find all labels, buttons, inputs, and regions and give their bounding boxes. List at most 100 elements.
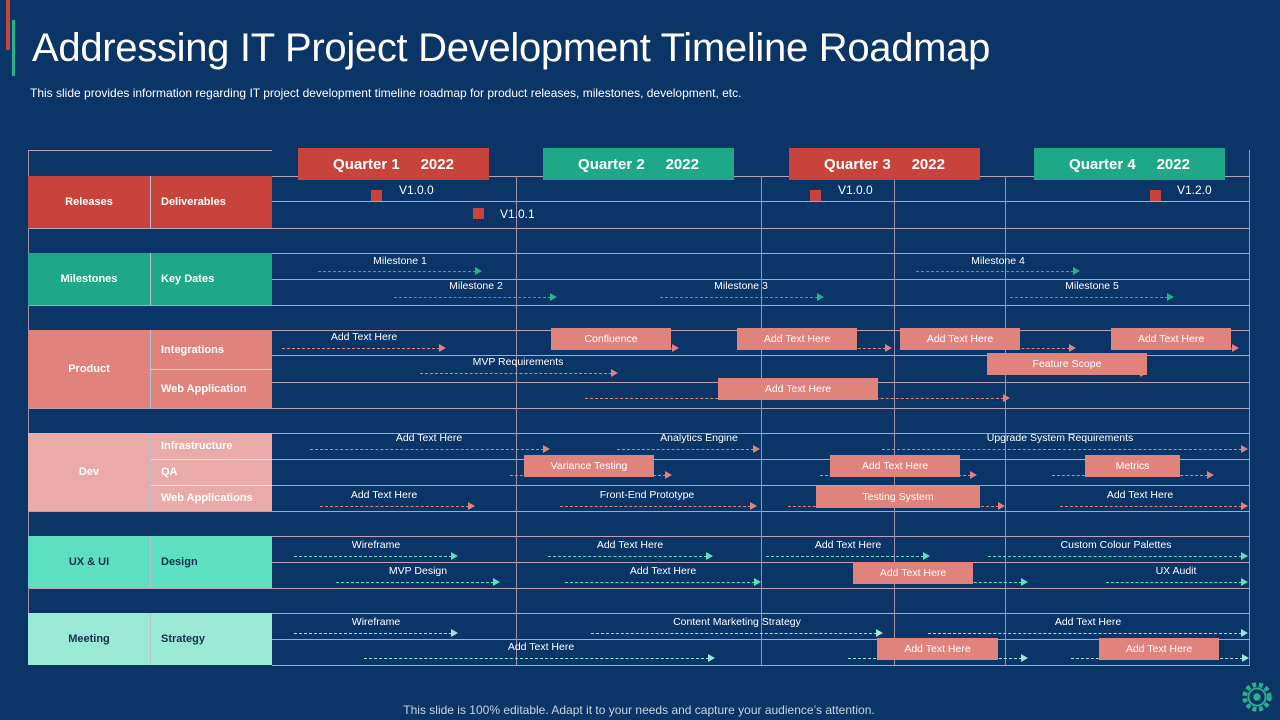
task-label: Upgrade System Requirements <box>986 432 1134 444</box>
quarter-header: Quarter 3 2022 <box>789 148 980 180</box>
task-label: Add Text Here <box>330 331 398 343</box>
category-divider <box>150 176 151 228</box>
grid-column-line <box>761 176 762 665</box>
task-arrow-head <box>754 578 761 586</box>
task-arrow-head <box>923 552 930 560</box>
task-label: Wireframe <box>351 616 401 628</box>
task-arrow-head <box>876 629 883 637</box>
task-arrow-head <box>1241 629 1248 637</box>
task-arrow-head <box>1241 502 1248 510</box>
subcategory-qa: QA <box>151 459 272 485</box>
release-marker <box>1150 190 1161 201</box>
task-box[interactable]: Feature Scope <box>987 353 1147 375</box>
category-divider <box>150 330 151 408</box>
task-arrow-head <box>706 552 713 560</box>
task-arrow-head <box>1241 552 1248 560</box>
category-divider <box>150 613 151 665</box>
task-box[interactable]: Add Text Here <box>853 562 973 584</box>
task-arrow <box>364 658 709 659</box>
subcategory-integrations: Integrations <box>151 330 272 369</box>
task-arrow <box>336 582 494 583</box>
task-box[interactable]: Add Text Here <box>830 455 960 477</box>
task-box[interactable]: Add Text Here <box>737 328 857 350</box>
task-arrow-head <box>1241 578 1248 586</box>
task-box[interactable]: Metrics <box>1085 455 1180 477</box>
task-arrow-head <box>1021 578 1028 586</box>
category-dev: Dev <box>28 433 150 511</box>
footer-note: This slide is 100% editable. Adapt it to… <box>403 703 875 717</box>
category-divider <box>150 253 151 305</box>
task-label: Add Text Here <box>596 539 664 551</box>
task-label: Content Marketing Strategy <box>673 616 801 628</box>
task-arrow <box>1060 506 1242 507</box>
subcategory-strategy: Strategy <box>151 613 272 665</box>
task-arrow-head <box>885 344 892 352</box>
task-box[interactable]: Add Text Here <box>718 378 878 400</box>
task-label: Milestone 1 <box>373 255 427 267</box>
task-arrow <box>617 449 754 450</box>
release-label: V1.0.0 <box>838 183 873 197</box>
page-title: Addressing IT Project Development Timeli… <box>32 26 991 70</box>
title-accent-red <box>6 0 10 50</box>
task-label: Milestone 5 <box>1065 280 1119 292</box>
task-arrow <box>294 556 452 557</box>
release-marker <box>810 190 821 201</box>
category-meeting: Meeting <box>28 613 150 665</box>
subcategory-deliverables: Deliverables <box>151 176 272 228</box>
task-arrow-head <box>672 344 679 352</box>
category-ux-ui: UX & UI <box>28 536 150 588</box>
subcategory-infrastructure: Infrastructure <box>151 433 272 459</box>
task-arrow-head <box>1021 654 1028 662</box>
task-arrow <box>916 271 1074 272</box>
task-box[interactable]: Variance Testing <box>524 455 654 477</box>
task-label: Milestone 2 <box>449 280 503 292</box>
task-label: Add Text Here <box>507 641 575 653</box>
task-arrow-head <box>468 502 475 510</box>
grid-column-line <box>1249 150 1250 665</box>
subcategory-divider <box>151 485 272 486</box>
task-arrow <box>882 449 1242 450</box>
task-arrow-head <box>1232 344 1239 352</box>
grid-row-line <box>28 511 272 512</box>
task-arrow-head <box>493 578 500 586</box>
task-arrow <box>320 506 469 507</box>
release-label: V1.0.1 <box>500 207 535 221</box>
task-arrow-head <box>817 293 824 301</box>
task-label: Milestone 4 <box>971 255 1025 267</box>
category-divider <box>150 536 151 588</box>
task-box[interactable]: Confluence <box>551 328 671 350</box>
task-label: Add Text Here <box>350 489 418 501</box>
task-arrow <box>766 556 924 557</box>
task-box[interactable]: Add Text Here <box>877 638 998 660</box>
task-arrow <box>1106 582 1242 583</box>
page-subtitle: This slide provides information regardin… <box>30 86 742 100</box>
task-arrow <box>1010 297 1168 298</box>
task-label: Add Text Here <box>1106 489 1174 501</box>
task-arrow-head <box>750 502 757 510</box>
release-label: V1.2.0 <box>1177 183 1212 197</box>
task-box[interactable]: Add Text Here <box>1099 638 1219 660</box>
task-label: MVP Requirements <box>472 356 564 368</box>
task-arrow-head <box>1073 267 1080 275</box>
task-arrow-head <box>550 293 557 301</box>
task-label: UX Audit <box>1155 565 1197 577</box>
subcategory-web-application: Web Application <box>151 369 272 408</box>
task-box[interactable]: Add Text Here <box>900 328 1020 350</box>
gear-icon <box>1242 682 1272 712</box>
task-box[interactable]: Testing System <box>816 486 980 508</box>
subcategory-divider <box>151 459 272 460</box>
task-label: Add Text Here <box>629 565 697 577</box>
task-arrow-head <box>451 629 458 637</box>
quarter-header: Quarter 2 2022 <box>543 148 734 180</box>
category-divider <box>150 433 151 511</box>
release-label: V1.0.0 <box>399 183 434 197</box>
task-arrow <box>294 633 452 634</box>
grid-row-line <box>28 408 272 409</box>
release-marker <box>371 190 382 201</box>
task-arrow <box>660 297 818 298</box>
task-box[interactable]: Add Text Here <box>1111 328 1231 350</box>
category-milestones: Milestones <box>28 253 150 305</box>
task-arrow <box>548 556 707 557</box>
quarter-header: Quarter 4 2022 <box>1034 148 1225 180</box>
